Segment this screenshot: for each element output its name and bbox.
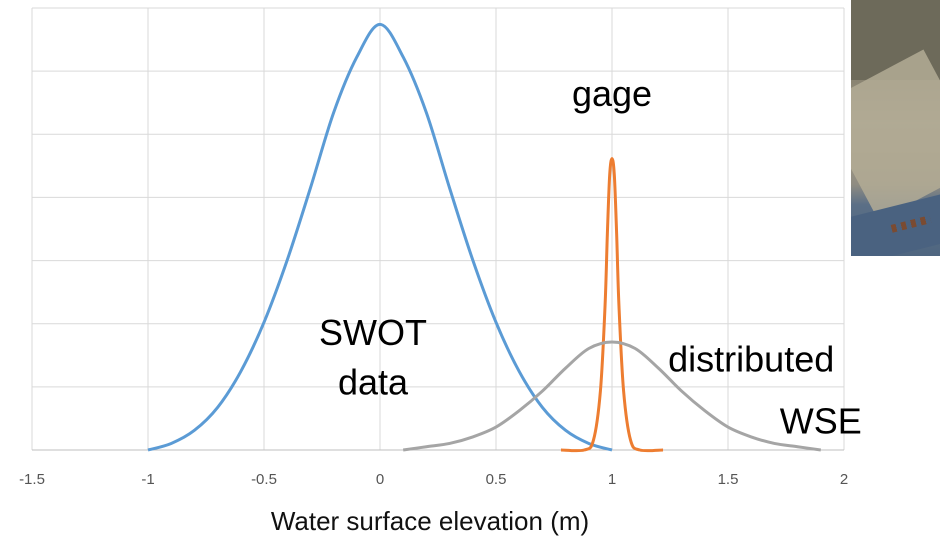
x-tick-label: 1 xyxy=(608,471,616,488)
series-line-1 xyxy=(560,157,664,453)
annotation-4: WSE xyxy=(780,401,862,442)
series-layer xyxy=(147,22,822,453)
x-axis-label: Water surface elevation (m) xyxy=(271,506,589,536)
x-tick-labels: -1.5 -1 -0.5 0 0.5 1 1.5 2 xyxy=(19,471,848,488)
x-tick-label: -0.5 xyxy=(251,471,277,488)
series-line-2 xyxy=(402,340,822,452)
annotations: gage SWOT data distributed WSE xyxy=(319,73,862,441)
x-tick-label: 0.5 xyxy=(486,471,507,488)
grid xyxy=(31,7,845,451)
annotation-2: data xyxy=(338,361,409,402)
x-tick-label: 0 xyxy=(376,471,384,488)
annotation-3: distributed xyxy=(668,338,834,379)
x-tick-label: -1 xyxy=(141,471,154,488)
river-photo xyxy=(851,0,940,256)
x-tick-label: -1.5 xyxy=(19,471,45,488)
x-tick-label: 1.5 xyxy=(718,471,739,488)
annotation-1: SWOT xyxy=(319,312,427,353)
x-tick-label: 2 xyxy=(840,471,848,488)
series-line-0 xyxy=(147,22,613,452)
annotation-0: gage xyxy=(572,73,652,114)
